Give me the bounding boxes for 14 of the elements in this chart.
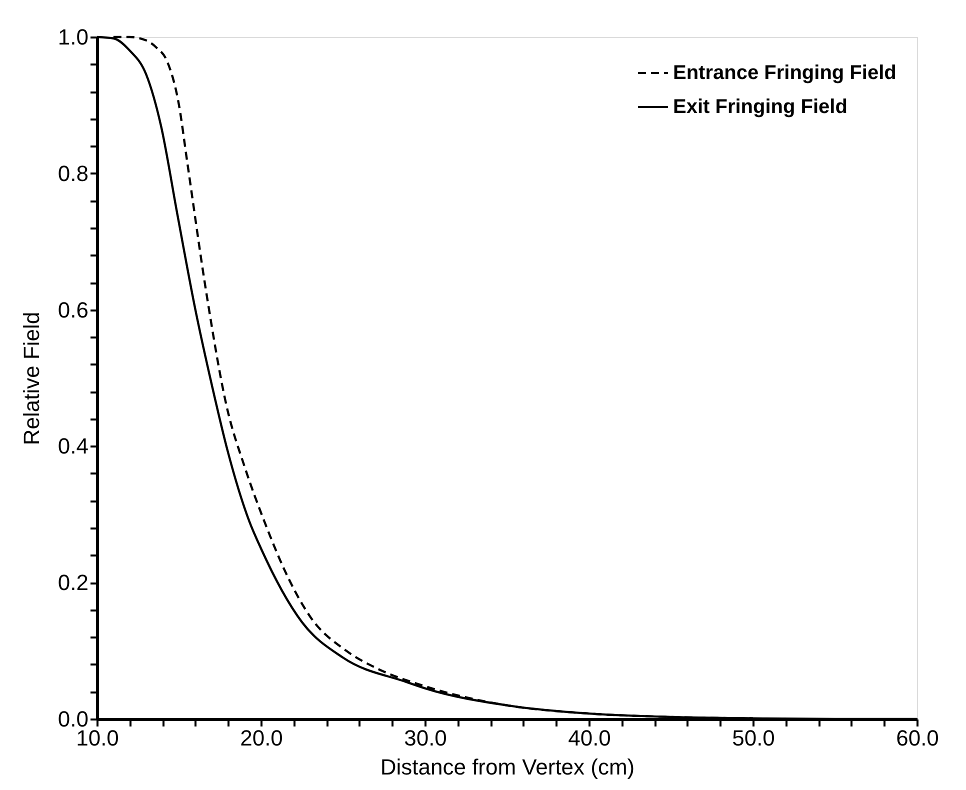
y-tick-label: 0.8 bbox=[58, 160, 88, 186]
x-tick-label: 50.0 bbox=[732, 726, 775, 750]
legend-label: Entrance Fringing Field bbox=[673, 62, 896, 84]
y-tick-label: 1.0 bbox=[58, 24, 88, 50]
x-tick-label: 60.0 bbox=[896, 726, 939, 750]
y-tick-label: 0.2 bbox=[58, 570, 88, 596]
x-tick-label: 30.0 bbox=[404, 726, 447, 750]
legend-label: Exit Fringing Field bbox=[673, 96, 848, 118]
x-tick-label: 20.0 bbox=[240, 726, 283, 750]
x-tick-label: 40.0 bbox=[568, 726, 611, 750]
y-axis-title: Relative Field bbox=[18, 312, 44, 446]
y-tick-label: 0.4 bbox=[58, 434, 88, 459]
y-tick-label: 0.6 bbox=[58, 297, 88, 322]
x-axis-title: Distance from Vertex (cm) bbox=[380, 754, 635, 780]
